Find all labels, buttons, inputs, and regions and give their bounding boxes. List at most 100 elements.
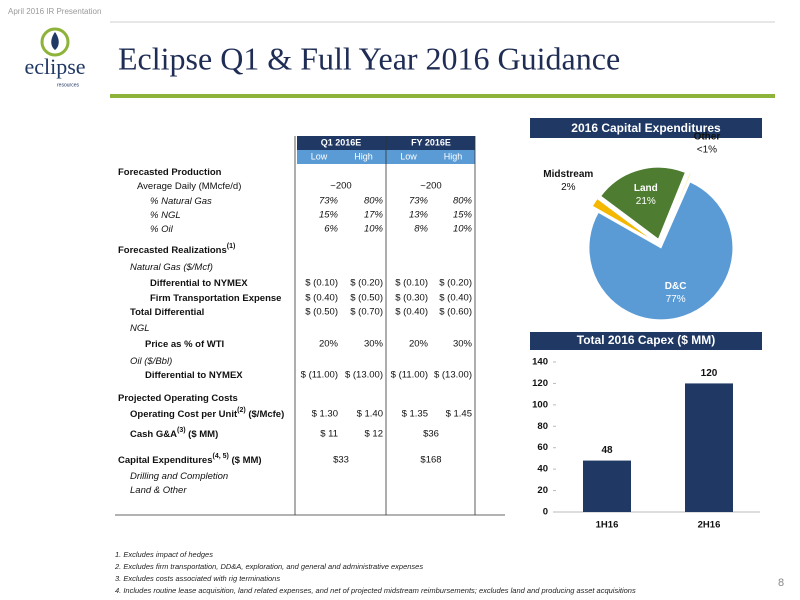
row-label-text: Cash G&A — [130, 429, 177, 440]
cell: 30% — [453, 339, 473, 350]
cell: 8% — [414, 224, 428, 235]
row-label-suffix: ($ MM) — [186, 429, 219, 440]
cell: $ (0.10) — [395, 278, 428, 289]
cell: 10% — [453, 224, 473, 235]
footnote-ref: (4, 5) — [213, 453, 229, 460]
cell: 80% — [364, 196, 384, 207]
cell: $ (0.70) — [350, 307, 383, 318]
row-label-suffix: ($ MM) — [229, 455, 262, 466]
slice-value-label: 21% — [636, 196, 656, 207]
row-label-text: Capital Expenditures — [118, 455, 213, 466]
row-label-text: Forecasted Production — [118, 167, 222, 178]
x-tick-label: 2H16 — [698, 520, 721, 531]
cell: $ (0.20) — [350, 278, 383, 289]
row-label: Total Differential — [130, 307, 204, 318]
y-tick-label: 100 — [532, 399, 548, 410]
cell: $ (13.00) — [434, 370, 472, 381]
row-label-text: Oil ($/Bbl) — [130, 356, 172, 367]
cell: $ (13.00) — [345, 370, 383, 381]
group-header: Q1 2016E — [321, 137, 362, 147]
cell: 80% — [453, 196, 473, 207]
y-tick-label: 40 — [537, 464, 548, 475]
row-label-text: Differential to NYMEX — [150, 278, 248, 289]
row-label: Price as % of WTI — [145, 339, 224, 350]
bar — [685, 383, 733, 512]
column-header: High — [444, 151, 463, 161]
cell: $ (0.10) — [305, 278, 338, 289]
footnote-ref: (2) — [237, 407, 246, 414]
cell: $ 1.40 — [357, 409, 383, 420]
bar-value-label: 48 — [601, 445, 613, 456]
slice-value-label: 2% — [561, 182, 576, 193]
bar — [583, 460, 631, 512]
chart-title: Total 2016 Capex ($ MM) — [577, 333, 715, 347]
footnote: 4. Includes routine lease acquisition, l… — [115, 586, 636, 595]
chart-title-bg — [530, 332, 762, 350]
page-number: 8 — [778, 577, 784, 589]
slice-value-label: <1% — [697, 145, 717, 156]
row-label: % Natural Gas — [150, 196, 212, 207]
cell: $ (0.20) — [439, 278, 472, 289]
footnote-ref: (3) — [177, 427, 186, 434]
row-label-text: Natural Gas ($/Mcf) — [130, 262, 213, 273]
logo-subtext: resources — [57, 82, 79, 88]
row-label: Natural Gas ($/Mcf) — [130, 262, 213, 273]
y-tick-label: 60 — [537, 442, 548, 453]
pie-slice — [588, 181, 734, 321]
row-label-text: Land & Other — [130, 485, 187, 496]
cell: $ (0.30) — [395, 293, 428, 304]
row-label-text: % Natural Gas — [150, 196, 212, 207]
footnotes: 1. Excludes impact of hedges 2. Excludes … — [114, 550, 636, 595]
cell: 30% — [364, 339, 384, 350]
pie-slice — [591, 197, 656, 243]
row-label: Capital Expenditures(4, 5) ($ MM) — [118, 453, 262, 466]
row-label: Drilling and Completion — [130, 471, 228, 482]
slide-title: Eclipse Q1 & Full Year 2016 Guidance — [118, 40, 620, 76]
row-label-text: Drilling and Completion — [130, 471, 228, 482]
cell: 6% — [324, 224, 338, 235]
slice-label: D&C — [665, 281, 687, 292]
footnote: 3. Excludes costs associated with rig te… — [115, 574, 280, 583]
group-header: FY 2016E — [411, 137, 451, 147]
row-label: Firm Transportation Expense — [150, 293, 281, 304]
row-label: Forecasted Production — [118, 167, 222, 178]
row-label: Forecasted Realizations(1) — [118, 243, 235, 256]
row-label-text: % Oil — [150, 224, 174, 235]
cell: $36 — [423, 429, 439, 440]
chart-title-bg — [530, 118, 762, 138]
cell: $ (0.50) — [305, 307, 338, 318]
column-header: Low — [400, 151, 417, 161]
footnote: 2. Excludes firm transportation, DD&A, e… — [114, 562, 423, 571]
row-label: % Oil — [150, 224, 174, 235]
footnote: 1. Excludes impact of hedges — [115, 550, 213, 559]
row-label: Land & Other — [130, 485, 187, 496]
row-label-text: Forecasted Realizations — [118, 245, 227, 256]
cell: $168 — [420, 455, 441, 466]
row-label: Differential to NYMEX — [150, 278, 248, 289]
row-label-text: Price as % of WTI — [145, 339, 224, 350]
row-label-suffix: ($/Mcfe) — [246, 409, 285, 420]
cell: 13% — [409, 210, 429, 221]
logo-ring — [40, 27, 70, 57]
logo: eclipse resources — [24, 27, 86, 88]
cell: 73% — [319, 196, 339, 207]
row-label-text: Projected Operating Costs — [118, 393, 238, 404]
slice-value-label: 77% — [666, 294, 686, 305]
cell: $ (0.60) — [439, 307, 472, 318]
guidance-table: Q1 2016E FY 2016E Low High Low High Forecasted… — [115, 136, 505, 516]
x-tick-label: 1H16 — [596, 520, 619, 531]
cell: ~200 — [330, 181, 351, 192]
row-label-text: NGL — [130, 323, 150, 334]
cell: $33 — [333, 455, 349, 466]
cell: 20% — [409, 339, 429, 350]
cell: 15% — [453, 210, 473, 221]
bar-value-label: 120 — [701, 368, 718, 379]
cell: $ 1.30 — [312, 409, 338, 420]
row-label-text: % NGL — [150, 210, 181, 221]
cell: $ (0.40) — [395, 307, 428, 318]
logo-flame — [51, 32, 59, 50]
cell: $ 1.35 — [402, 409, 428, 420]
row-label-text: Firm Transportation Expense — [150, 293, 281, 304]
